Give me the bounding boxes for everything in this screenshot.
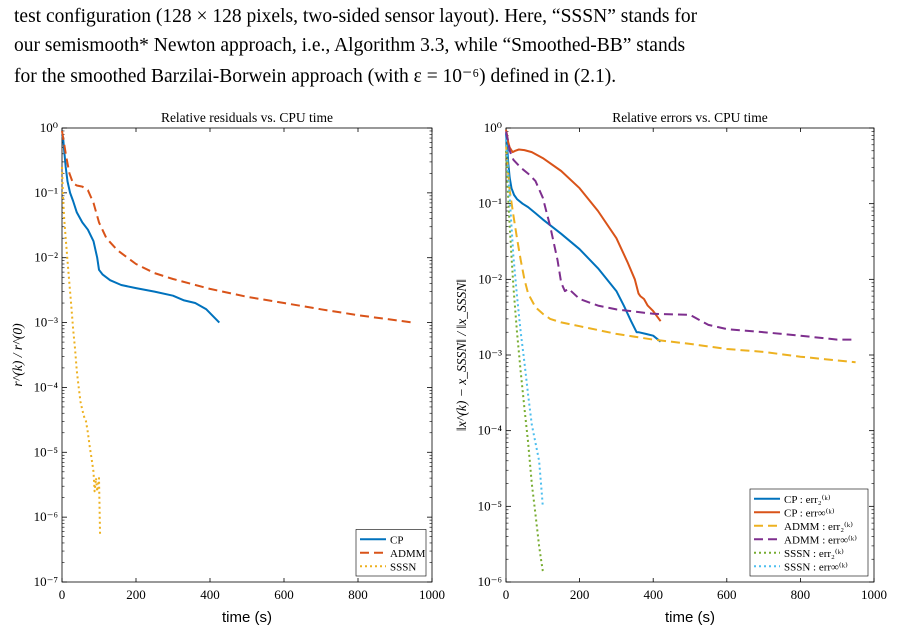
- chart-panel-2: 0 200 400 600 800 1000 10⁰ 10⁻¹ 10⁻² 10⁻³ 10⁻⁴ 10⁻⁵…: [454, 110, 887, 626]
- x-tick-label: 200: [570, 587, 590, 602]
- y-tick-label: 10⁰: [484, 120, 502, 135]
- chart-title: Relative errors vs. CPU time: [612, 110, 768, 125]
- x-tick-label: 0: [59, 587, 66, 602]
- series-line-6: [505, 139, 544, 507]
- chart-panel-1: 0 200 400 600 800 1000 10⁰ 10⁻¹ 10⁻² 10⁻³ 10⁻⁴ 10⁻⁵…: [10, 110, 445, 626]
- series-line-3: [61, 166, 102, 537]
- series-line-1: [61, 134, 221, 324]
- y-tick-label: 10⁰: [40, 120, 58, 135]
- axes-box: [61, 127, 433, 583]
- legend-entry: CP : err₂⁽ᵏ⁾: [784, 494, 831, 506]
- y-tick-label: 10⁻⁴: [34, 379, 59, 394]
- series-line-5: [505, 150, 545, 574]
- x-tick-label: 400: [200, 587, 220, 602]
- legend-box: [749, 488, 869, 577]
- legend-entry: SSSN : err∞⁽ᵏ⁾: [784, 561, 848, 573]
- chart-title: Relative residuals vs. CPU time: [161, 110, 333, 125]
- y-tick-label: 10⁻¹: [478, 196, 502, 211]
- y-tick-label: 10⁻⁵: [34, 444, 58, 459]
- caption-line-3: for the smoothed Barzilai-Borwein approa…: [14, 66, 617, 87]
- y-axis-label: r^(k) / r^(0): [10, 323, 25, 387]
- caption-line-2: our semismooth* Newton approach, i.e., A…: [14, 35, 686, 56]
- legend-entry: ADMM: [390, 548, 426, 560]
- x-tick-label: 0: [503, 587, 510, 602]
- legend-entry: ADMM : err∞⁽ᵏ⁾: [784, 534, 857, 546]
- x-tick-label: 1000: [861, 587, 887, 602]
- y-tick-label: 10⁻²: [34, 250, 58, 265]
- legend-entry: ADMM : err₂⁽ᵏ⁾: [784, 521, 853, 533]
- series-line-3: [505, 144, 856, 364]
- x-tick-label: 800: [791, 587, 811, 602]
- legend-entry: CP : err∞⁽ᵏ⁾: [784, 507, 835, 519]
- series-line-2: [61, 130, 414, 324]
- x-tick-label: 1000: [419, 587, 445, 602]
- y-tick-label: 10⁻³: [34, 315, 58, 330]
- y-tick-label: 10⁻⁵: [478, 498, 502, 513]
- x-tick-label: 600: [274, 587, 294, 602]
- x-axis-label: time (s): [665, 609, 715, 626]
- legend-entry: SSSN: [390, 561, 416, 573]
- series-line-1: [505, 133, 662, 343]
- y-tick-label: 10⁻⁷: [34, 574, 58, 589]
- x-tick-label: 400: [643, 587, 663, 602]
- y-tick-label: 10⁻²: [478, 271, 502, 286]
- legend-entry: CP: [390, 534, 403, 546]
- y-tick-label: 10⁻¹: [34, 185, 58, 200]
- y-axis-label: ‖x^(k) − x_SSSN‖ / ‖x_SSSN‖: [454, 279, 469, 431]
- y-tick-label: 10⁻³: [478, 347, 502, 362]
- x-tick-label: 800: [348, 587, 368, 602]
- series-line-2: [505, 129, 662, 322]
- legend-entry: SSSN : err₂⁽ᵏ⁾: [784, 548, 844, 560]
- y-tick-label: 10⁻⁶: [34, 509, 58, 524]
- y-tick-label: 10⁻⁶: [478, 574, 502, 589]
- x-tick-label: 600: [717, 587, 737, 602]
- series-line-4: [505, 131, 856, 341]
- caption-line-1: test configuration (128 × 128 pixels, tw…: [14, 6, 698, 27]
- y-tick-label: 10⁻⁴: [478, 423, 503, 438]
- x-tick-label: 200: [126, 587, 146, 602]
- x-axis-label: time (s): [222, 609, 272, 626]
